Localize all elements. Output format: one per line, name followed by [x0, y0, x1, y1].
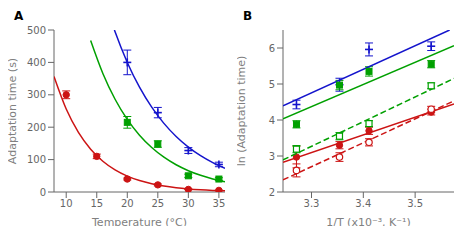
svg-text:25: 25 — [151, 198, 164, 209]
svg-text:15: 15 — [90, 198, 103, 209]
svg-text:5: 5 — [269, 79, 275, 90]
html-text:B: B — [243, 9, 253, 23]
svg-text:400: 400 — [27, 57, 46, 68]
svg-text:3.5: 3.5 — [407, 198, 423, 209]
svg-text:0: 0 — [40, 187, 46, 198]
svg-text:ln (Adaptation time): ln (Adaptation time) — [237, 56, 248, 167]
svg-text:300: 300 — [27, 89, 46, 100]
svg-text:2: 2 — [269, 187, 275, 198]
svg-text:3.3: 3.3 — [304, 198, 320, 209]
svg-text:4: 4 — [269, 115, 275, 126]
svg-text:Temperature (°C): Temperature (°C) — [91, 216, 187, 226]
svg-text:3: 3 — [269, 151, 275, 162]
html-text:A: A — [14, 9, 24, 23]
svg-text:35: 35 — [213, 198, 226, 209]
svg-text:10: 10 — [60, 198, 73, 209]
svg-text:30: 30 — [182, 198, 195, 209]
svg-text:500: 500 — [27, 25, 46, 36]
svg-text:Adaptation time (s): Adaptation time (s) — [8, 58, 19, 164]
svg-text:100: 100 — [27, 154, 46, 165]
svg-text:1/T (x10⁻³, K⁻¹): 1/T (x10⁻³, K⁻¹) — [326, 216, 411, 226]
svg-text:3.4: 3.4 — [355, 198, 371, 209]
svg-text:20: 20 — [121, 198, 134, 209]
svg-text:6: 6 — [269, 43, 275, 54]
svg-text:200: 200 — [27, 122, 46, 133]
